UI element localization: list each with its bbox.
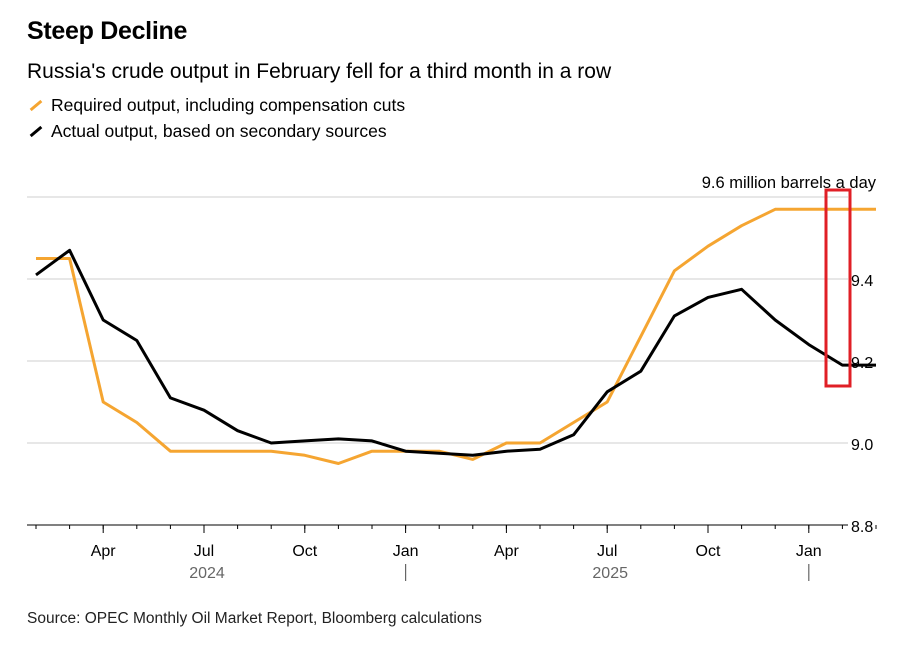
legend-label-actual: Actual output, based on secondary source… (51, 121, 387, 141)
x-tick-label: Apr (494, 543, 520, 560)
year-label: 2024 (189, 565, 225, 582)
x-tick-label: Jul (194, 543, 214, 560)
legend-item-actual: Actual output, based on secondary source… (27, 121, 387, 142)
source-note: Source: OPEC Monthly Oil Market Report, … (27, 610, 482, 627)
legend-item-required: Required output, including compensation … (27, 95, 405, 116)
y-tick-label: 9.2 (851, 355, 873, 372)
y-tick-label: 9.0 (851, 437, 873, 454)
chart-title: Steep Decline (27, 17, 188, 45)
chart-subtitle: Russia's crude output in February fell f… (27, 60, 612, 83)
series-line-required (36, 207, 876, 465)
unit-label: 9.6 million barrels a day (702, 174, 877, 192)
highlight-box (824, 188, 852, 388)
x-tick-label: Jan (796, 543, 822, 560)
legend-label-required: Required output, including compensation … (51, 95, 406, 115)
x-tick-label: Apr (91, 543, 117, 560)
year-label: 2025 (592, 565, 628, 582)
x-tick-label: Oct (696, 543, 721, 560)
y-tick-label: 9.4 (851, 273, 873, 290)
x-tick-label: Oct (292, 543, 317, 560)
y-tick-label: 8.8 (851, 519, 873, 536)
series-line-actual (35, 248, 876, 457)
x-tick-label: Jul (597, 543, 617, 560)
x-tick-label: Jan (393, 543, 419, 560)
